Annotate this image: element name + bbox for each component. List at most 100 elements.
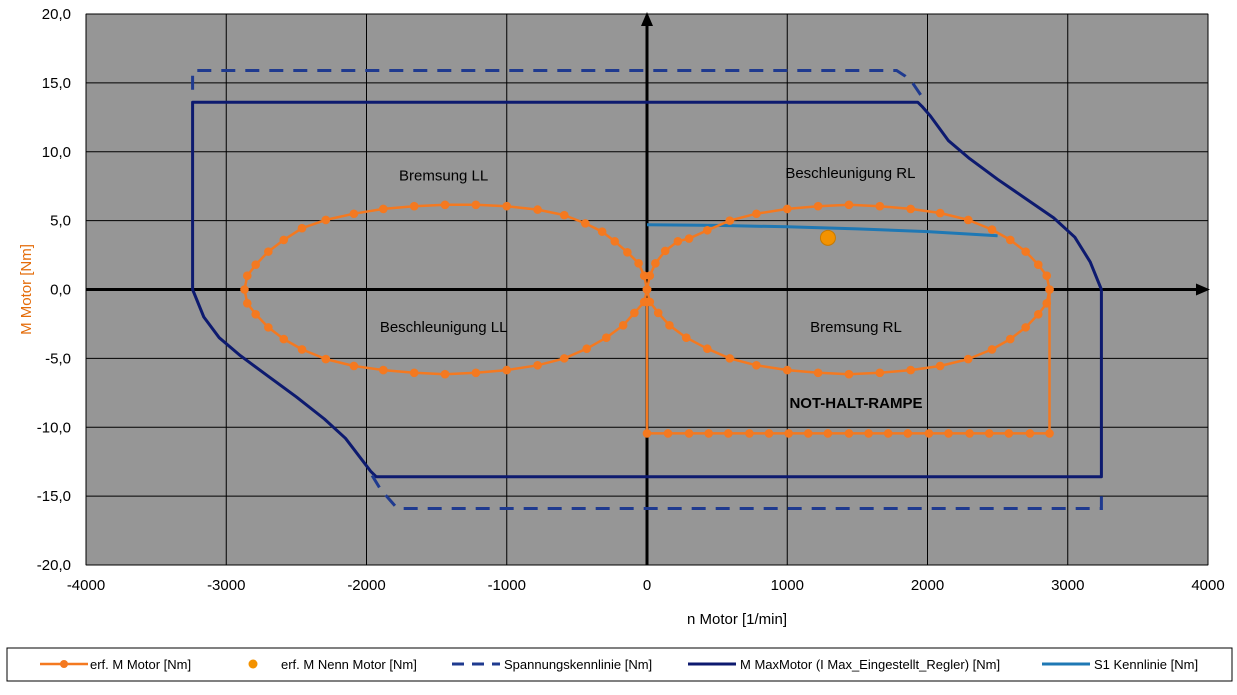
series-erf-m-motor-point <box>242 271 252 281</box>
series-erf-m-motor-point <box>642 429 652 438</box>
series-erf-m-motor-point <box>264 247 273 256</box>
series-erf-m-motor-point <box>597 227 607 236</box>
series-erf-m-motor-point <box>1021 247 1030 256</box>
x-tick-label: -1000 <box>488 577 526 594</box>
series-erf-m-motor-point <box>813 368 823 378</box>
series-erf-m-motor-point <box>559 354 569 363</box>
legend-label: S1 Kennlinie [Nm] <box>1094 657 1198 672</box>
series-erf-m-motor-point <box>681 333 691 343</box>
series-erf-m-motor-point <box>471 200 481 210</box>
series-erf-m-motor-point <box>906 365 915 375</box>
x-axis-title: n Motor [1/min] <box>687 611 787 628</box>
series-erf-m-motor-point <box>251 260 261 270</box>
series-erf-m-motor-point <box>440 369 450 379</box>
series-erf-m-motor-point <box>379 365 388 375</box>
series-erf-m-motor-point <box>623 248 632 257</box>
legend-label: M MaxMotor (I Max_Eingestellt_Regler) [N… <box>740 657 1000 672</box>
series-erf-m-motor-point <box>582 344 591 354</box>
series-erf-m-motor-point <box>665 321 674 330</box>
y-tick-label: 5,0 <box>50 213 71 230</box>
series-erf-m-motor-point <box>684 234 694 243</box>
series-erf-m-motor-point <box>875 201 885 211</box>
series-erf-m-motor-point <box>321 215 331 225</box>
series-erf-m-motor-point <box>533 205 542 214</box>
series-erf-m-motor-point <box>580 219 590 228</box>
series-erf-m-motor-point <box>864 429 873 438</box>
series-erf-m-motor-point <box>1042 271 1052 281</box>
series-erf-m-motor-point <box>642 285 652 294</box>
x-tick-label: -4000 <box>67 577 105 594</box>
series-erf-m-motor-point <box>240 285 249 294</box>
series-erf-m-motor-point <box>297 345 307 354</box>
x-tick-label: 2000 <box>911 577 944 594</box>
series-erf-m-motor-point <box>963 215 973 225</box>
series-erf-m-motor-point <box>660 246 670 256</box>
series-erf-m-motor-point <box>349 209 359 219</box>
y-tick-label: 10,0 <box>42 144 71 161</box>
series-erf-m-motor-point <box>1045 285 1054 294</box>
series-erf-m-motor-point <box>297 223 307 233</box>
series-erf-m-motor-point <box>1005 334 1015 344</box>
series-erf-m-motor-point <box>963 354 973 364</box>
series-erf-m-motor-point <box>935 361 945 371</box>
legend-label: Spannungskennlinie [Nm] <box>504 657 652 672</box>
x-tick-label: -2000 <box>347 577 385 594</box>
series-erf-m-motor-point <box>251 309 261 319</box>
series-erf-m-motor-point <box>610 236 620 246</box>
series-erf-m-motor-point <box>279 334 289 344</box>
series-erf-m-motor-point <box>782 204 792 214</box>
series-erf-m-motor-point <box>639 271 649 281</box>
y-tick-label: -10,0 <box>37 419 71 436</box>
series-erf-m-motor-point <box>1021 323 1030 332</box>
series-erf-m-motor-point <box>653 308 663 318</box>
series-erf-m-motor-point <box>602 333 611 343</box>
series-erf-m-motor-point <box>987 345 997 354</box>
series-spannungskennlinie-line <box>191 69 924 98</box>
series-erf-m-motor-point <box>935 208 945 218</box>
x-tick-label: 0 <box>643 577 651 594</box>
annotation-label: Bremsung RL <box>810 319 902 336</box>
y-axis-arrow-icon <box>641 12 653 26</box>
series-erf-m-motor-point <box>813 201 823 211</box>
series-erf-m-motor-point <box>906 204 915 214</box>
legend-box <box>6 647 1233 682</box>
series-erf-m-motor-point <box>1025 429 1035 438</box>
series-erf-m-motor-point <box>987 225 997 234</box>
y-axis-title: M Motor [Nm] <box>18 244 35 335</box>
series-erf-m-motor-point <box>663 429 673 438</box>
x-tick-label: 4000 <box>1191 577 1224 594</box>
annotation-label: Beschleunigung LL <box>380 319 508 336</box>
series-erf-m-motor-point <box>965 429 974 438</box>
series-erf-m-motor-point <box>984 429 994 438</box>
series-erf-m-motor-point <box>349 361 359 371</box>
series-erf-m-motor-point <box>502 365 512 375</box>
series-erf-m-motor-point <box>502 201 512 211</box>
y-tick-label: -20,0 <box>37 557 71 574</box>
x-tick-label: 3000 <box>1051 577 1084 594</box>
series-erf-m-motor-point <box>823 429 833 438</box>
series-erf-m-motor-point <box>1033 309 1043 319</box>
series-erf-m-motor-point <box>704 429 714 438</box>
series-erf-m-motor-point <box>379 204 388 214</box>
series-erf-m-motor-point <box>533 360 542 370</box>
series-s1-kennlinie-line <box>646 223 998 238</box>
series-erf-m-motor-point <box>883 429 893 438</box>
series-erf-m-motor-point <box>844 200 854 210</box>
series-erf-m-motor-point <box>1004 429 1014 438</box>
series-erf-m-motor-point <box>703 225 712 235</box>
x-axis-arrow-icon <box>1196 283 1210 296</box>
series-erf-m-motor-point <box>782 365 792 375</box>
series-erf-m-motor-point <box>725 216 735 225</box>
series-erf-m-motor-point <box>242 298 252 308</box>
series-erf-m-motor-point <box>673 236 683 246</box>
y-tick-label: 0,0 <box>50 282 71 299</box>
series-erf-m-motor-point <box>844 369 854 379</box>
annotation-label: NOT-HALT-RAMPE <box>789 395 922 412</box>
series-erf-m-motor-point <box>944 429 953 438</box>
series-erf-m-motor-point <box>264 323 273 332</box>
y-tick-label: -15,0 <box>37 488 71 505</box>
series-erf-m-motor-point <box>1045 429 1054 438</box>
legend-label: erf. M Motor [Nm] <box>90 657 191 672</box>
